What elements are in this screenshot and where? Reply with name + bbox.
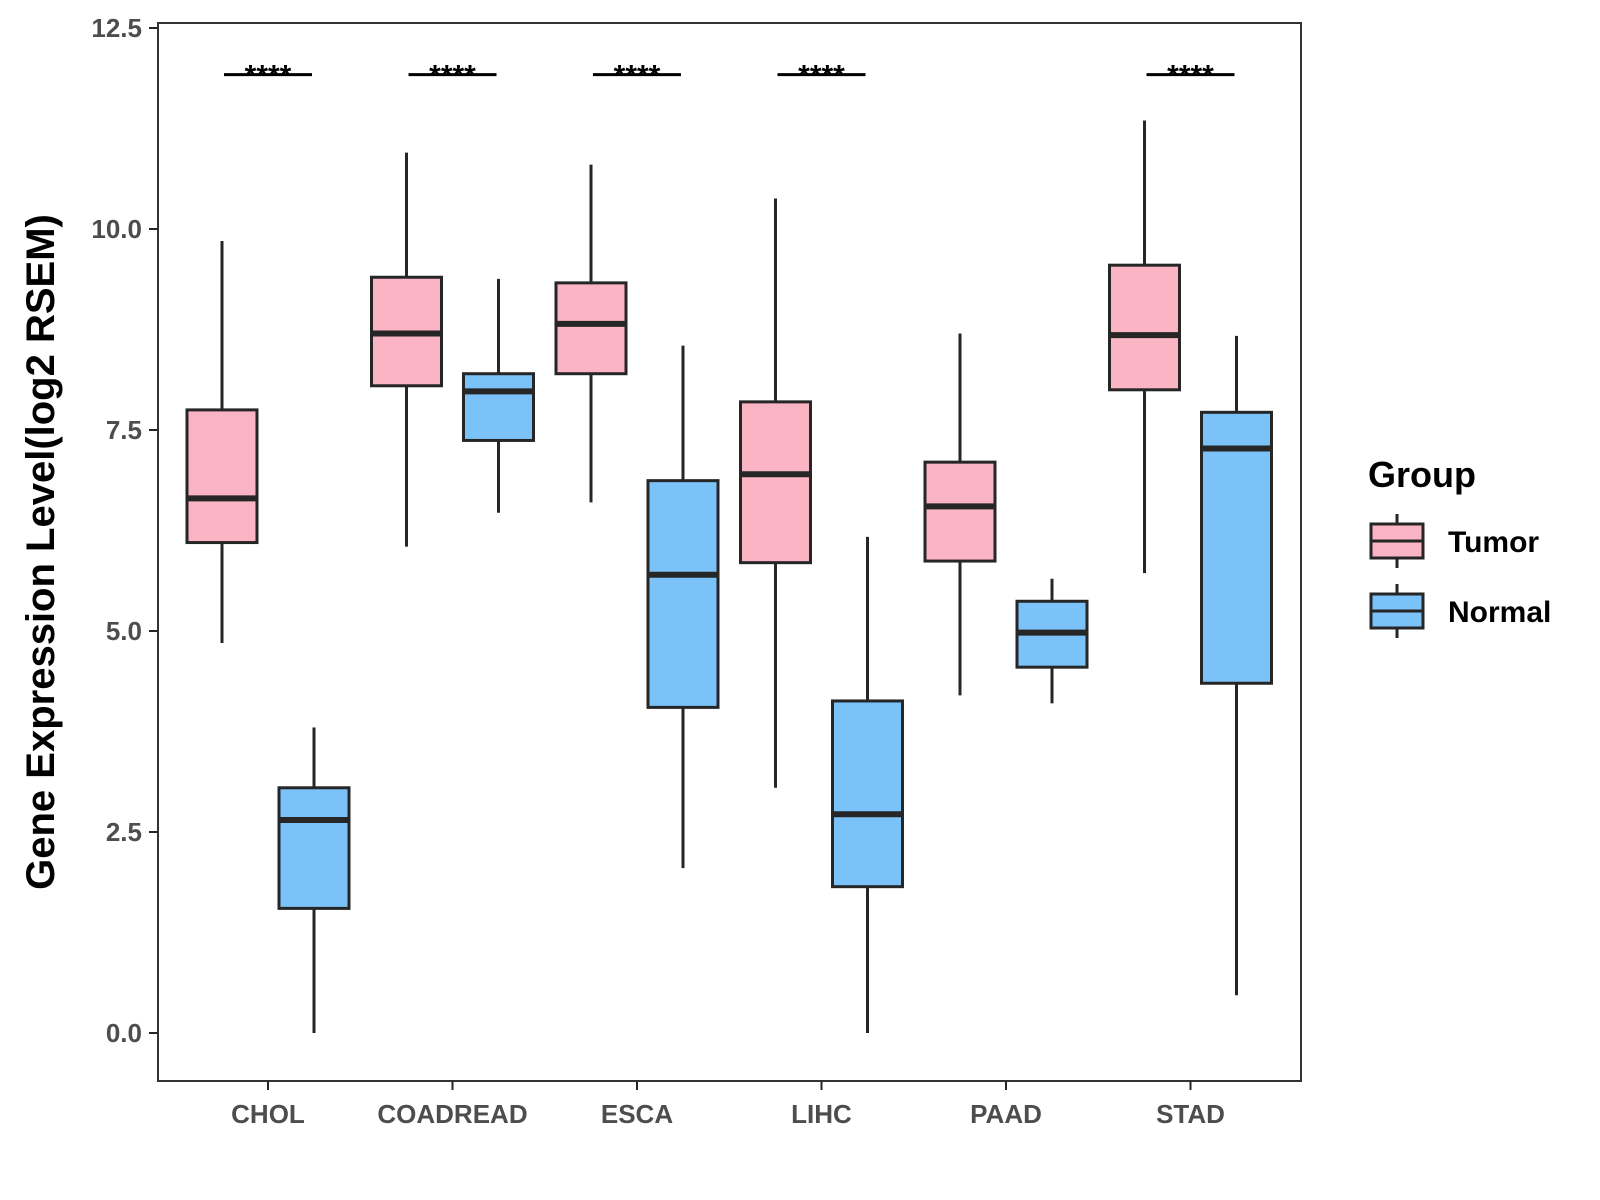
significance-layer: **** **** **** **** **** (224, 60, 1235, 93)
y-tick-label: 12.5 (91, 13, 142, 43)
x-tick-label: ESCA (601, 1099, 673, 1129)
box-tumor-stad (1108, 120, 1181, 574)
significance-label: **** (429, 60, 476, 93)
box-tumor-coadread (370, 152, 443, 547)
legend: Group Tumor Normal (1368, 454, 1551, 638)
box-body (739, 400, 812, 565)
y-axis: 0.0 2.5 5.0 7.5 10.0 12.5 (91, 13, 158, 1048)
significance-label: **** (245, 60, 292, 93)
box-normal-coadread (462, 278, 535, 513)
y-tick-label: 2.5 (106, 817, 142, 847)
x-tick-label: COADREAD (377, 1099, 527, 1129)
legend-label-normal: Normal (1448, 596, 1551, 629)
legend-label-tumor: Tumor (1448, 526, 1539, 559)
y-tick-label: 10.0 (91, 214, 142, 244)
x-tick-label: LIHC (791, 1099, 852, 1129)
box-normal-stad (1200, 335, 1273, 996)
significance-label: **** (798, 60, 845, 93)
box-body (1108, 263, 1181, 392)
box-body (554, 281, 628, 376)
significance-label: **** (1167, 60, 1214, 93)
x-tick-label: CHOL (231, 1099, 305, 1129)
box-tumor-paad (923, 333, 997, 696)
box-normal-chol (277, 727, 351, 1033)
box-tumor-chol (185, 241, 259, 644)
x-tick-label: STAD (1156, 1099, 1225, 1129)
legend-key-normal: Normal (1369, 584, 1551, 638)
legend-title: Group (1368, 454, 1476, 495)
box-normal-esca (646, 345, 720, 869)
box-body (1200, 410, 1273, 685)
y-tick-label: 5.0 (106, 616, 142, 646)
boxes-layer (185, 120, 1273, 1033)
y-axis-label: Gene Expression Level(log2 RSEM) (19, 214, 63, 890)
box-body (462, 372, 535, 442)
box-normal-paad (1015, 578, 1089, 704)
y-tick-label: 7.5 (106, 415, 142, 445)
box-body (185, 408, 259, 545)
x-tick-label: PAAD (970, 1099, 1042, 1129)
box-normal-lihc (831, 536, 904, 1033)
box-body (277, 786, 351, 910)
legend-keys: Tumor Normal (1369, 514, 1551, 638)
significance-label: **** (614, 60, 661, 93)
box-body (923, 460, 997, 563)
box-tumor-esca (554, 164, 628, 503)
y-tick-label: 0.0 (106, 1018, 142, 1048)
x-axis: CHOL COADREAD ESCA LIHC PAAD STAD (231, 1081, 1225, 1129)
plot-panel-border (157, 22, 1302, 1082)
box-body (646, 479, 720, 709)
legend-key-tumor: Tumor (1369, 514, 1539, 568)
box-body (831, 699, 904, 889)
box-tumor-lihc (739, 198, 812, 788)
